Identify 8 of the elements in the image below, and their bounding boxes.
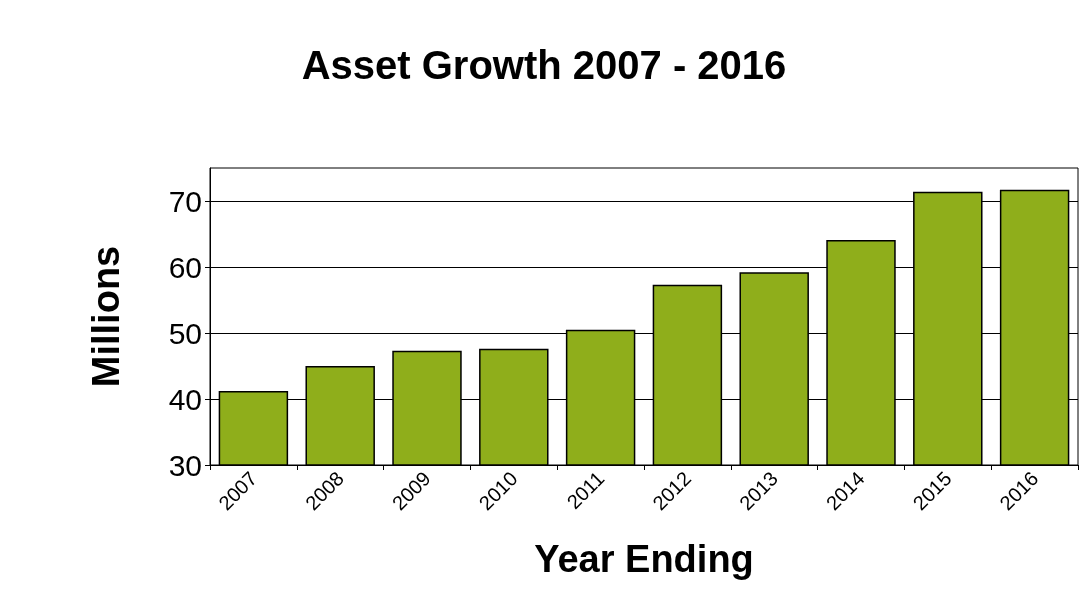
y-tick-label: 30 bbox=[168, 448, 202, 482]
y-tick-label: 50 bbox=[168, 316, 202, 350]
y-tick-label: 40 bbox=[168, 382, 202, 416]
y-tick-label: 70 bbox=[168, 184, 202, 218]
y-tick-label: 60 bbox=[168, 250, 202, 284]
x-axis-title: Year Ending bbox=[534, 538, 754, 580]
chart-title: Asset Growth 2007 - 2016 bbox=[301, 43, 787, 87]
y-axis-title: Millions bbox=[85, 245, 127, 388]
